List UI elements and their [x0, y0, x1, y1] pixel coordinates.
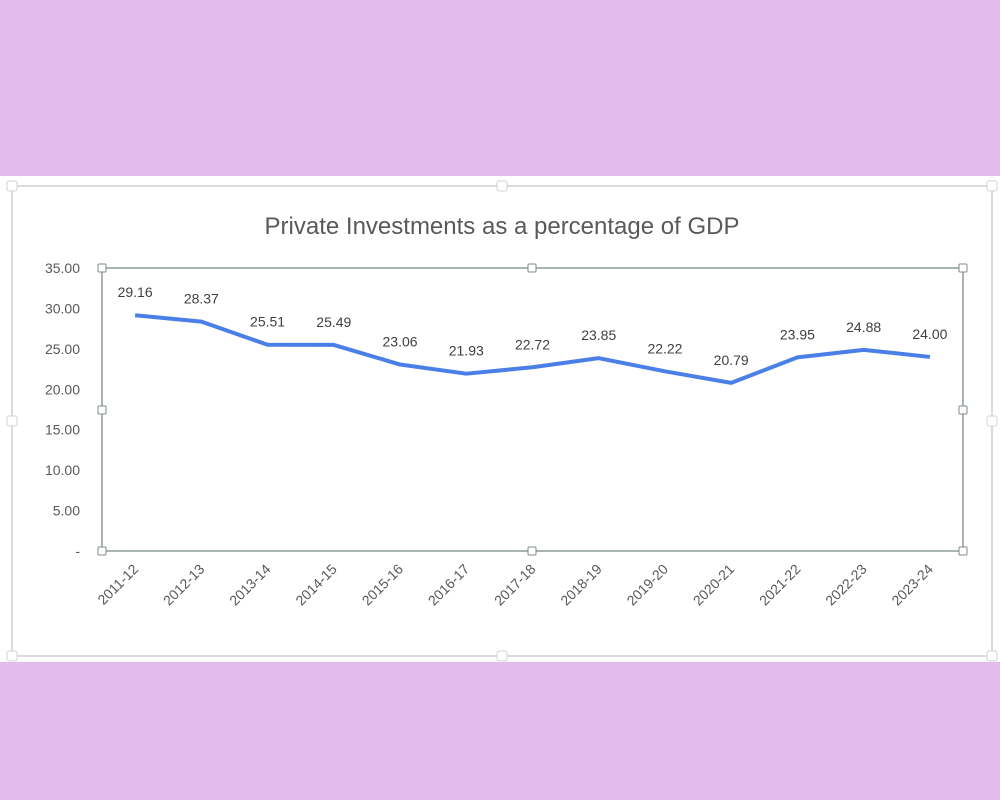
plot-resize-handle[interactable]	[97, 405, 107, 415]
plot-resize-handle[interactable]	[527, 546, 537, 556]
data-label: 21.93	[449, 343, 484, 359]
chart-resize-handle[interactable]	[986, 180, 998, 192]
data-label: 23.06	[383, 334, 418, 350]
plot-resize-handle[interactable]	[958, 546, 968, 556]
data-label: 25.51	[250, 314, 285, 330]
chart-resize-handle[interactable]	[986, 650, 998, 662]
data-label: 22.22	[647, 340, 682, 356]
x-tick-label: 2019-20	[623, 561, 671, 609]
data-label: 23.95	[780, 326, 815, 342]
plot-resize-handle[interactable]	[97, 263, 107, 273]
data-label: 28.37	[184, 291, 219, 307]
chart-resize-handle[interactable]	[6, 415, 18, 427]
data-label: 22.72	[515, 336, 550, 352]
x-tick-label: 2020-21	[690, 561, 738, 609]
x-tick-label: 2022-23	[822, 561, 870, 609]
y-tick-label: -	[75, 543, 80, 559]
data-label: 20.79	[714, 352, 749, 368]
chart-resize-handle[interactable]	[986, 415, 998, 427]
chart-resize-handle[interactable]	[6, 180, 18, 192]
y-tick-label: 5.00	[53, 503, 80, 519]
data-label: 23.85	[581, 327, 616, 343]
x-tick-label: 2015-16	[359, 561, 407, 609]
y-tick-label: 25.00	[45, 341, 80, 357]
x-tick-label: 2013-14	[226, 561, 274, 609]
plot-area[interactable]	[101, 267, 964, 552]
x-tick-label: 2014-15	[292, 561, 340, 609]
x-tick-label: 2017-18	[491, 561, 539, 609]
x-tick-label: 2011-12	[94, 561, 141, 608]
y-tick-label: 35.00	[45, 260, 80, 276]
chart-resize-handle[interactable]	[6, 650, 18, 662]
x-tick-label: 2012-13	[160, 561, 208, 609]
chart-resize-handle[interactable]	[496, 650, 508, 662]
x-tick-label: 2023-24	[888, 561, 936, 609]
y-tick-label: 10.00	[45, 462, 80, 478]
y-tick-label: 30.00	[45, 300, 80, 316]
plot-resize-handle[interactable]	[527, 263, 537, 273]
chart-resize-handle[interactable]	[496, 180, 508, 192]
plot-resize-handle[interactable]	[97, 546, 107, 556]
chart-title: Private Investments as a percentage of G…	[265, 213, 740, 240]
x-tick-label: 2021-22	[756, 561, 804, 609]
data-label: 25.49	[316, 314, 351, 330]
y-tick-label: 15.00	[45, 422, 80, 438]
chart-background	[0, 176, 1000, 662]
data-label: 24.88	[846, 319, 881, 335]
plot-resize-handle[interactable]	[958, 405, 968, 415]
data-label: 29.16	[118, 284, 153, 300]
x-tick-label: 2018-19	[557, 561, 605, 609]
x-tick-label: 2016-17	[425, 561, 473, 609]
plot-resize-handle[interactable]	[958, 263, 968, 273]
y-tick-label: 20.00	[45, 381, 80, 397]
data-label: 24.00	[912, 326, 947, 342]
